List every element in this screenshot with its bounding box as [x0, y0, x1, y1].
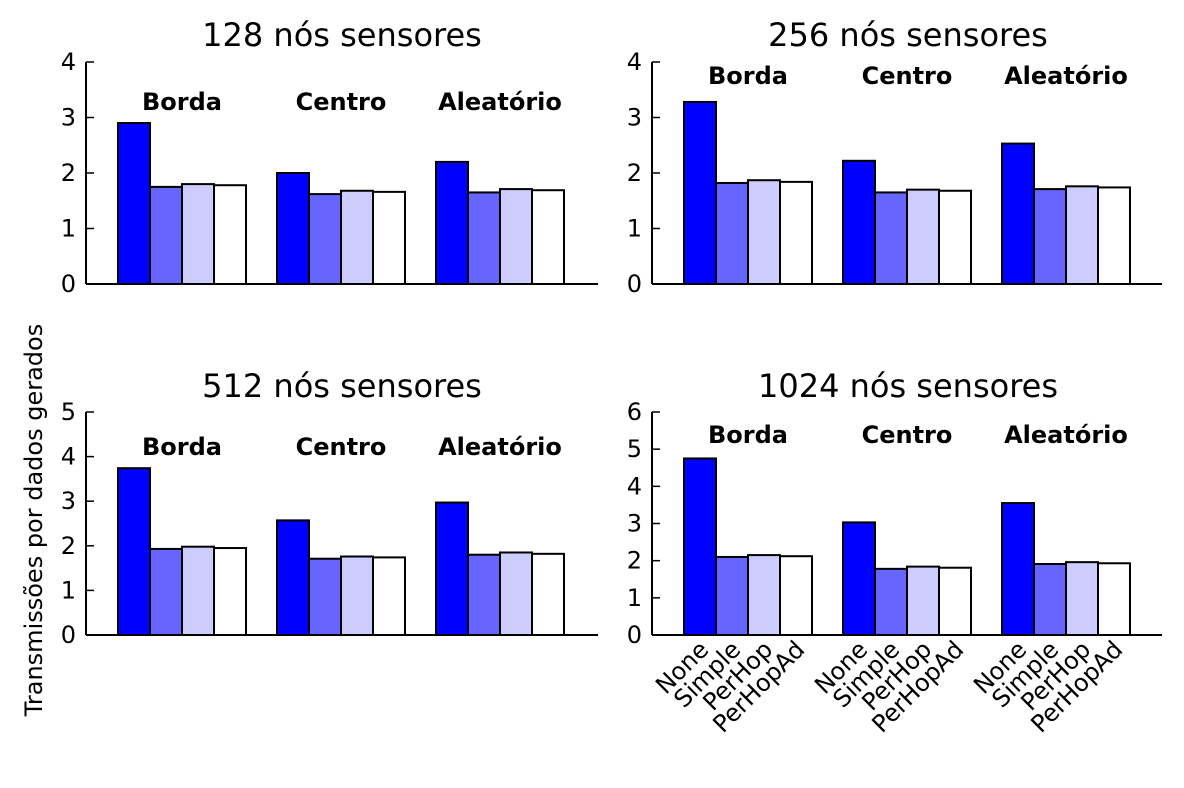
panel-4-bar-borda-perhopad [779, 555, 813, 636]
panel-1-bar-centro-none [276, 172, 310, 285]
panel-2-title: 256 nós sensores [768, 16, 1048, 54]
panel-2-bar-centro-perhop [906, 188, 940, 285]
panel-4-bar-centro-none [842, 521, 876, 637]
panel-1-y-tick-label: 3 [61, 104, 76, 132]
panel-2-group-label: Borda [708, 62, 788, 90]
panel-4-bar-centro-perhop [906, 565, 940, 637]
panel-4-y-tick-label: 2 [627, 547, 642, 575]
panel-4-y-tick-label: 6 [627, 398, 642, 426]
panel-2-bar-aleatório-none [1001, 142, 1035, 285]
panel-3-bar-aleatório-perhopad [531, 552, 565, 636]
panel-1-y-tick-label: 1 [61, 215, 76, 243]
panel-4-group-label: Borda [708, 421, 788, 449]
panel-3-y-tick-label: 4 [61, 443, 76, 471]
panel-2-bar-borda-simple [715, 181, 749, 286]
panel-3-y-tick-label: 1 [61, 576, 76, 604]
panel-2-y-tick-label: 3 [627, 104, 642, 132]
panel-3-bar-borda-perhop [181, 545, 215, 637]
panel-3-bar-aleatório-none [435, 501, 469, 636]
panel-4-y-tick-label: 3 [627, 510, 642, 538]
y-axis-title: Transmissões por dados gerados [20, 324, 48, 717]
panel-1-bar-borda-simple [149, 185, 183, 285]
panel-4-bar-borda-none [683, 457, 717, 637]
panel-4-bar-aleatório-perhop [1065, 561, 1099, 636]
panel-3-bar-centro-none [276, 519, 310, 636]
panel-2-y-tick-label: 2 [627, 159, 642, 187]
panel-2-bar-aleatório-perhopad [1097, 186, 1131, 285]
panel-4-bar-borda-perhop [747, 554, 781, 637]
panel-3-group-label: Centro [296, 433, 387, 461]
panel-1-bar-centro-simple [308, 193, 342, 285]
panel-3-bar-aleatório-perhop [499, 551, 533, 636]
panel-4-group-label: Aleatório [1004, 421, 1128, 449]
panel-3-bar-centro-perhop [340, 555, 374, 637]
panel-4-bar-borda-simple [715, 555, 749, 637]
panel-1-title: 128 nós sensores [202, 16, 482, 54]
panel-2-bar-centro-none [842, 159, 876, 285]
panel-4-y-tick-label: 5 [627, 435, 642, 463]
panel-4-bar-aleatório-none [1001, 502, 1035, 636]
panel-2-bar-borda-none [683, 100, 717, 285]
panel-2-y-tick-label: 1 [627, 215, 642, 243]
panel-2-bar-borda-perhop [747, 179, 781, 285]
panel-2-y-tick-label: 0 [627, 270, 642, 298]
panel-1-group-label: Aleatório [438, 88, 562, 116]
panel-1-bar-aleatório-simple [467, 191, 501, 285]
panel-3-bar-borda-perhopad [213, 547, 247, 637]
panel-3-y-tick-label: 3 [61, 487, 76, 515]
panel-4-y-tick-label: 0 [627, 621, 642, 649]
panel-1-group-label: Borda [142, 88, 222, 116]
panel-2-y-tick-label: 4 [627, 48, 642, 76]
panel-4-bar-centro-perhopad [938, 566, 972, 636]
panel-2-bar-aleatório-perhop [1065, 185, 1099, 286]
panel-1-bar-aleatório-perhop [499, 188, 533, 285]
panel-1-y-tick-label: 0 [61, 270, 76, 298]
panel-4-group-label: Centro [862, 421, 953, 449]
panel-1-bar-borda-perhop [181, 183, 215, 286]
panel-2-bar-centro-perhopad [938, 189, 972, 285]
panel-2-bar-centro-simple [874, 191, 908, 285]
panel-3-group-label: Aleatório [438, 433, 562, 461]
panel-1-bar-centro-perhopad [372, 190, 406, 285]
panel-2-group-label: Centro [862, 62, 953, 90]
panel-4-bar-centro-simple [874, 567, 908, 636]
panel-1-bar-borda-none [117, 122, 151, 285]
panel-3-group-label: Borda [142, 433, 222, 461]
panel-3-bar-borda-simple [149, 547, 183, 636]
panel-1-bar-aleatório-none [435, 160, 469, 285]
panel-3-bar-centro-perhopad [372, 556, 406, 636]
panel-1-bar-aleatório-perhopad [531, 189, 565, 285]
panel-2-bar-borda-perhopad [779, 180, 813, 286]
panel-1-group-label: Centro [296, 88, 387, 116]
panel-3-y-tick-label: 5 [61, 398, 76, 426]
panel-4-bar-aleatório-simple [1033, 563, 1067, 636]
panel-4-bar-aleatório-perhopad [1097, 562, 1131, 636]
panel-3-bar-centro-simple [308, 557, 342, 637]
panel-3-y-tick-label: 2 [61, 532, 76, 560]
panel-4-title: 1024 nós sensores [758, 367, 1058, 405]
panel-1-bar-borda-perhopad [213, 184, 247, 286]
panel-4-y-tick-label: 4 [627, 472, 642, 500]
panel-1-y-tick-label: 2 [61, 159, 76, 187]
panel-3-y-tick-label: 0 [61, 621, 76, 649]
panel-3-bar-aleatório-simple [467, 553, 501, 636]
panel-4-y-tick-label: 1 [627, 584, 642, 612]
panel-1-bar-centro-perhop [340, 189, 374, 285]
panel-2-group-label: Aleatório [1004, 62, 1128, 90]
panel-1-y-tick-label: 4 [61, 48, 76, 76]
panel-3-title: 512 nós sensores [202, 367, 482, 405]
panel-2-bar-aleatório-simple [1033, 188, 1067, 285]
panel-3-bar-borda-none [117, 467, 151, 637]
